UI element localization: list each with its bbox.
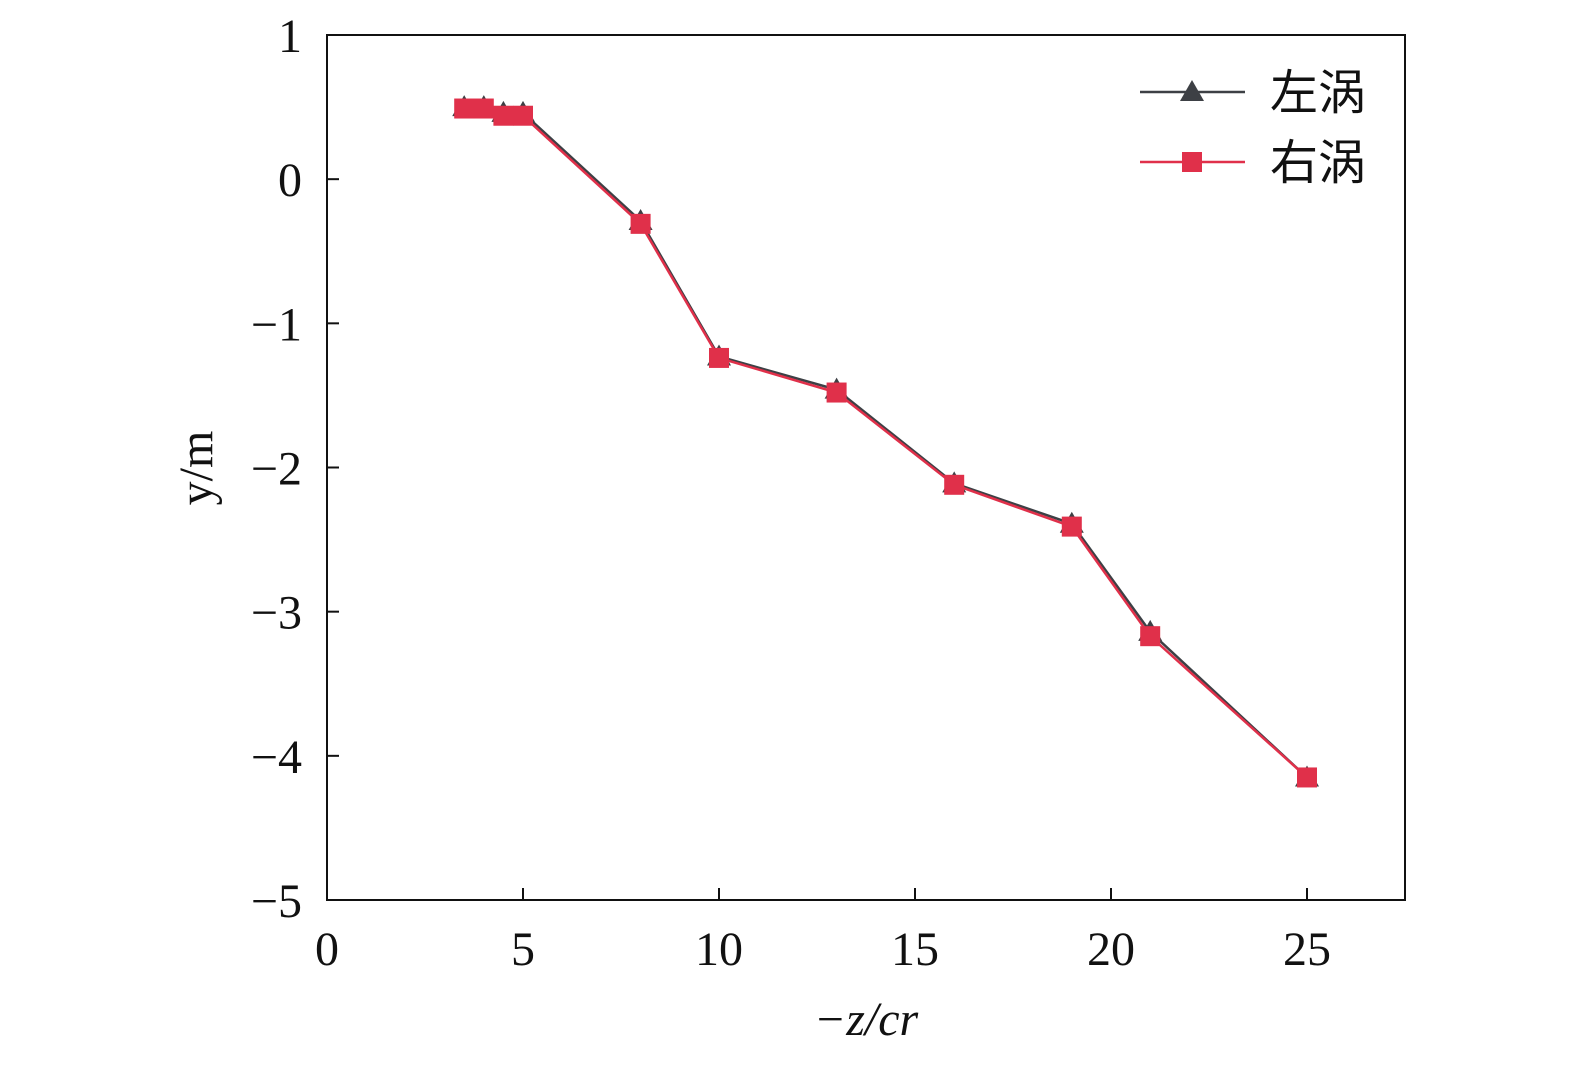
legend-label: 左涡: [1270, 67, 1366, 120]
y-tick-label: −5: [251, 875, 302, 928]
series-marker: [454, 98, 475, 119]
y-tick-label: 1: [278, 10, 302, 63]
y-tick-label: −3: [251, 587, 302, 640]
y-tick-label: −4: [251, 731, 302, 784]
x-tick-label: 20: [1087, 923, 1135, 976]
x-tick-label: 0: [315, 923, 339, 976]
y-tick-label: 0: [278, 154, 302, 207]
legend-label: 右涡: [1270, 137, 1366, 190]
x-tick-label: 10: [695, 923, 743, 976]
series-marker: [944, 474, 965, 495]
series-marker: [1140, 626, 1161, 647]
series-line: [464, 105, 1308, 779]
series-marker: [513, 105, 533, 126]
series-marker: [1297, 767, 1317, 788]
series-marker: [826, 382, 847, 403]
plot-frame: [326, 34, 1406, 901]
series-line: [464, 107, 1308, 779]
x-tick-label: 15: [891, 923, 939, 976]
x-axis-label: −z/cr: [814, 993, 919, 1046]
y-axis-label: y/m: [170, 431, 223, 506]
legend-marker: [1180, 80, 1204, 101]
x-tick-label: 25: [1283, 923, 1331, 976]
series-marker: [493, 105, 514, 126]
series-marker: [473, 98, 494, 119]
series-marker: [709, 347, 729, 368]
series-marker: [1061, 516, 1082, 537]
series-marker: [630, 213, 651, 234]
y-tick-label: −2: [251, 443, 302, 496]
x-tick-label: 5: [511, 923, 535, 976]
legend-marker: [1182, 152, 1202, 172]
y-tick-label: −1: [251, 298, 302, 351]
